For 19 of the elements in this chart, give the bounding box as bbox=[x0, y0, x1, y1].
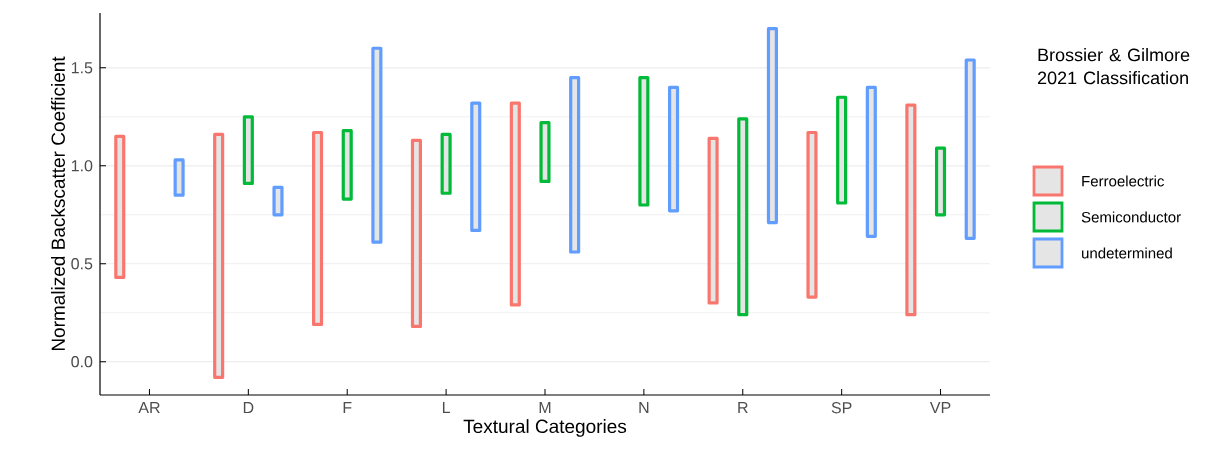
x-tick-label: SP bbox=[831, 402, 852, 414]
y-axis-title: Normalized Backscatter Coefficient bbox=[51, 56, 65, 351]
y-tick-label: 0.0 bbox=[71, 356, 93, 368]
x-tick-label: F bbox=[343, 402, 352, 414]
x-tick-label: VP bbox=[929, 402, 951, 414]
x-tick-label: N bbox=[639, 402, 649, 414]
x-tick-label: M bbox=[539, 402, 551, 414]
y-tick-label: 1.5 bbox=[71, 62, 93, 74]
x-tick-label: AR bbox=[138, 402, 160, 414]
y-tick-label: 1.0 bbox=[71, 160, 93, 172]
legend-title: Brossier & Gilmore 2021 Classification bbox=[1037, 48, 1190, 85]
legend-label: undetermined bbox=[1082, 247, 1172, 259]
y-tick-label: 0.5 bbox=[71, 258, 93, 270]
legend-label: Ferroelectric bbox=[1082, 175, 1164, 187]
x-tick-label: D bbox=[243, 402, 254, 414]
x-axis-title: Textural Categories bbox=[463, 419, 627, 437]
x-tick-label: R bbox=[738, 402, 748, 414]
legend-label: Semiconductor bbox=[1081, 211, 1181, 223]
x-tick-label: L bbox=[442, 402, 451, 414]
